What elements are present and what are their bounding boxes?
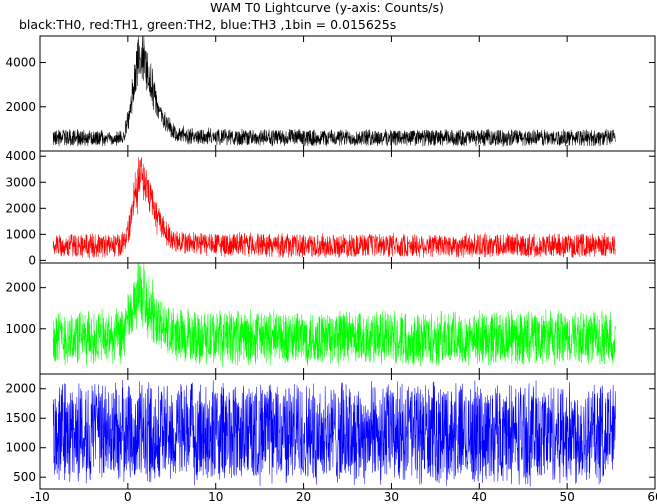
y-tick-label: 1500 xyxy=(5,411,36,425)
x-tick-label: 60 xyxy=(647,490,657,504)
x-tick-label: 30 xyxy=(384,490,399,504)
series-line-th0 xyxy=(52,35,616,147)
y-tick-label: 4000 xyxy=(5,56,36,70)
y-tick-label: 1000 xyxy=(5,441,36,455)
x-tick-label: 20 xyxy=(296,490,311,504)
y-tick-label: 0 xyxy=(28,253,36,267)
y-tick-label: 2000 xyxy=(5,281,36,295)
chart-subtitle: black:TH0, red:TH1, green:TH2, blue:TH3 … xyxy=(19,17,396,32)
y-tick-label: 1000 xyxy=(5,322,36,336)
panel-frame-4 xyxy=(39,373,656,490)
x-tick-label: 50 xyxy=(560,490,575,504)
series-line-th3 xyxy=(52,379,616,487)
y-tick-label: 2000 xyxy=(5,100,36,114)
x-tick-label: -10 xyxy=(30,490,50,504)
x-tick-label: 10 xyxy=(208,490,223,504)
y-tick-label: 2000 xyxy=(5,382,36,396)
panels-group: 2000400001000200030004000100020005001000… xyxy=(5,35,657,504)
y-tick-label: 4000 xyxy=(5,149,36,163)
y-tick-label: 1000 xyxy=(5,227,36,241)
y-tick-label: 2000 xyxy=(5,201,36,215)
y-tick-label: 500 xyxy=(13,470,36,484)
series-line-th2 xyxy=(52,262,616,367)
x-tick-label: 0 xyxy=(124,490,132,504)
chart-title: WAM T0 Lightcurve (y-axis: Counts/s) xyxy=(210,0,444,15)
y-tick-label: 3000 xyxy=(5,175,36,189)
x-tick-label: 40 xyxy=(472,490,487,504)
series-line-th1 xyxy=(52,156,616,259)
